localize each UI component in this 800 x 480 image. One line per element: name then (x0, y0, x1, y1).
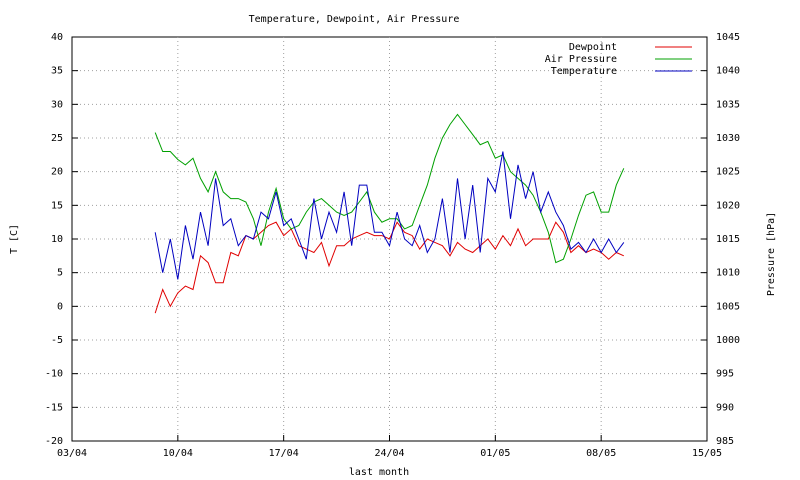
y-axis-label: T [C] (9, 224, 20, 254)
y-tick-label: -10 (45, 369, 63, 380)
series-line (154, 113, 625, 264)
y-tick-label: 35 (51, 66, 63, 77)
x-tick-label: 03/04 (57, 448, 87, 459)
x-tick-label: 08/05 (586, 448, 616, 459)
y-tick-label: 10 (51, 234, 63, 245)
y-tick-label: -15 (45, 402, 63, 413)
y-tick-label: 0 (57, 301, 63, 312)
legend-label: Air Pressure (545, 54, 617, 65)
y-tick-label: 5 (57, 268, 63, 279)
x-tick-label: 24/04 (374, 448, 404, 459)
y-tick-label: -20 (45, 436, 63, 447)
y2-tick-label: 1035 (716, 99, 740, 110)
x-axis-label: last month (349, 467, 409, 478)
y2-tick-label: 1030 (716, 133, 740, 144)
y2-tick-label: 1015 (716, 234, 740, 245)
x-tick-label: 15/05 (692, 448, 722, 459)
series-line (154, 221, 625, 314)
y-tick-label: 20 (51, 167, 63, 178)
x-tick-label: 10/04 (163, 448, 193, 459)
y-tick-label: 25 (51, 133, 63, 144)
y-tick-label: 15 (51, 200, 63, 211)
y2-tick-label: 1000 (716, 335, 740, 346)
series-line (154, 151, 625, 280)
y2-tick-label: 990 (716, 402, 734, 413)
y2-tick-label: 1005 (716, 301, 740, 312)
y2-tick-label: 995 (716, 369, 734, 380)
y2-tick-label: 985 (716, 436, 734, 447)
y2-axis-label: Pressure [hPa] (766, 212, 777, 296)
x-tick-label: 01/05 (480, 448, 510, 459)
y-tick-label: 30 (51, 99, 63, 110)
y2-tick-label: 1040 (716, 66, 740, 77)
chart-title: Temperature, Dewpoint, Air Pressure (249, 14, 460, 25)
y-tick-label: 40 (51, 32, 63, 43)
y-tick-label: -5 (51, 335, 63, 346)
y2-tick-label: 1010 (716, 268, 740, 279)
y2-tick-label: 1045 (716, 32, 740, 43)
x-tick-label: 17/04 (269, 448, 299, 459)
legend-label: Temperature (551, 66, 617, 77)
y2-tick-label: 1020 (716, 200, 740, 211)
y2-tick-label: 1025 (716, 167, 740, 178)
legend-label: Dewpoint (569, 42, 617, 53)
